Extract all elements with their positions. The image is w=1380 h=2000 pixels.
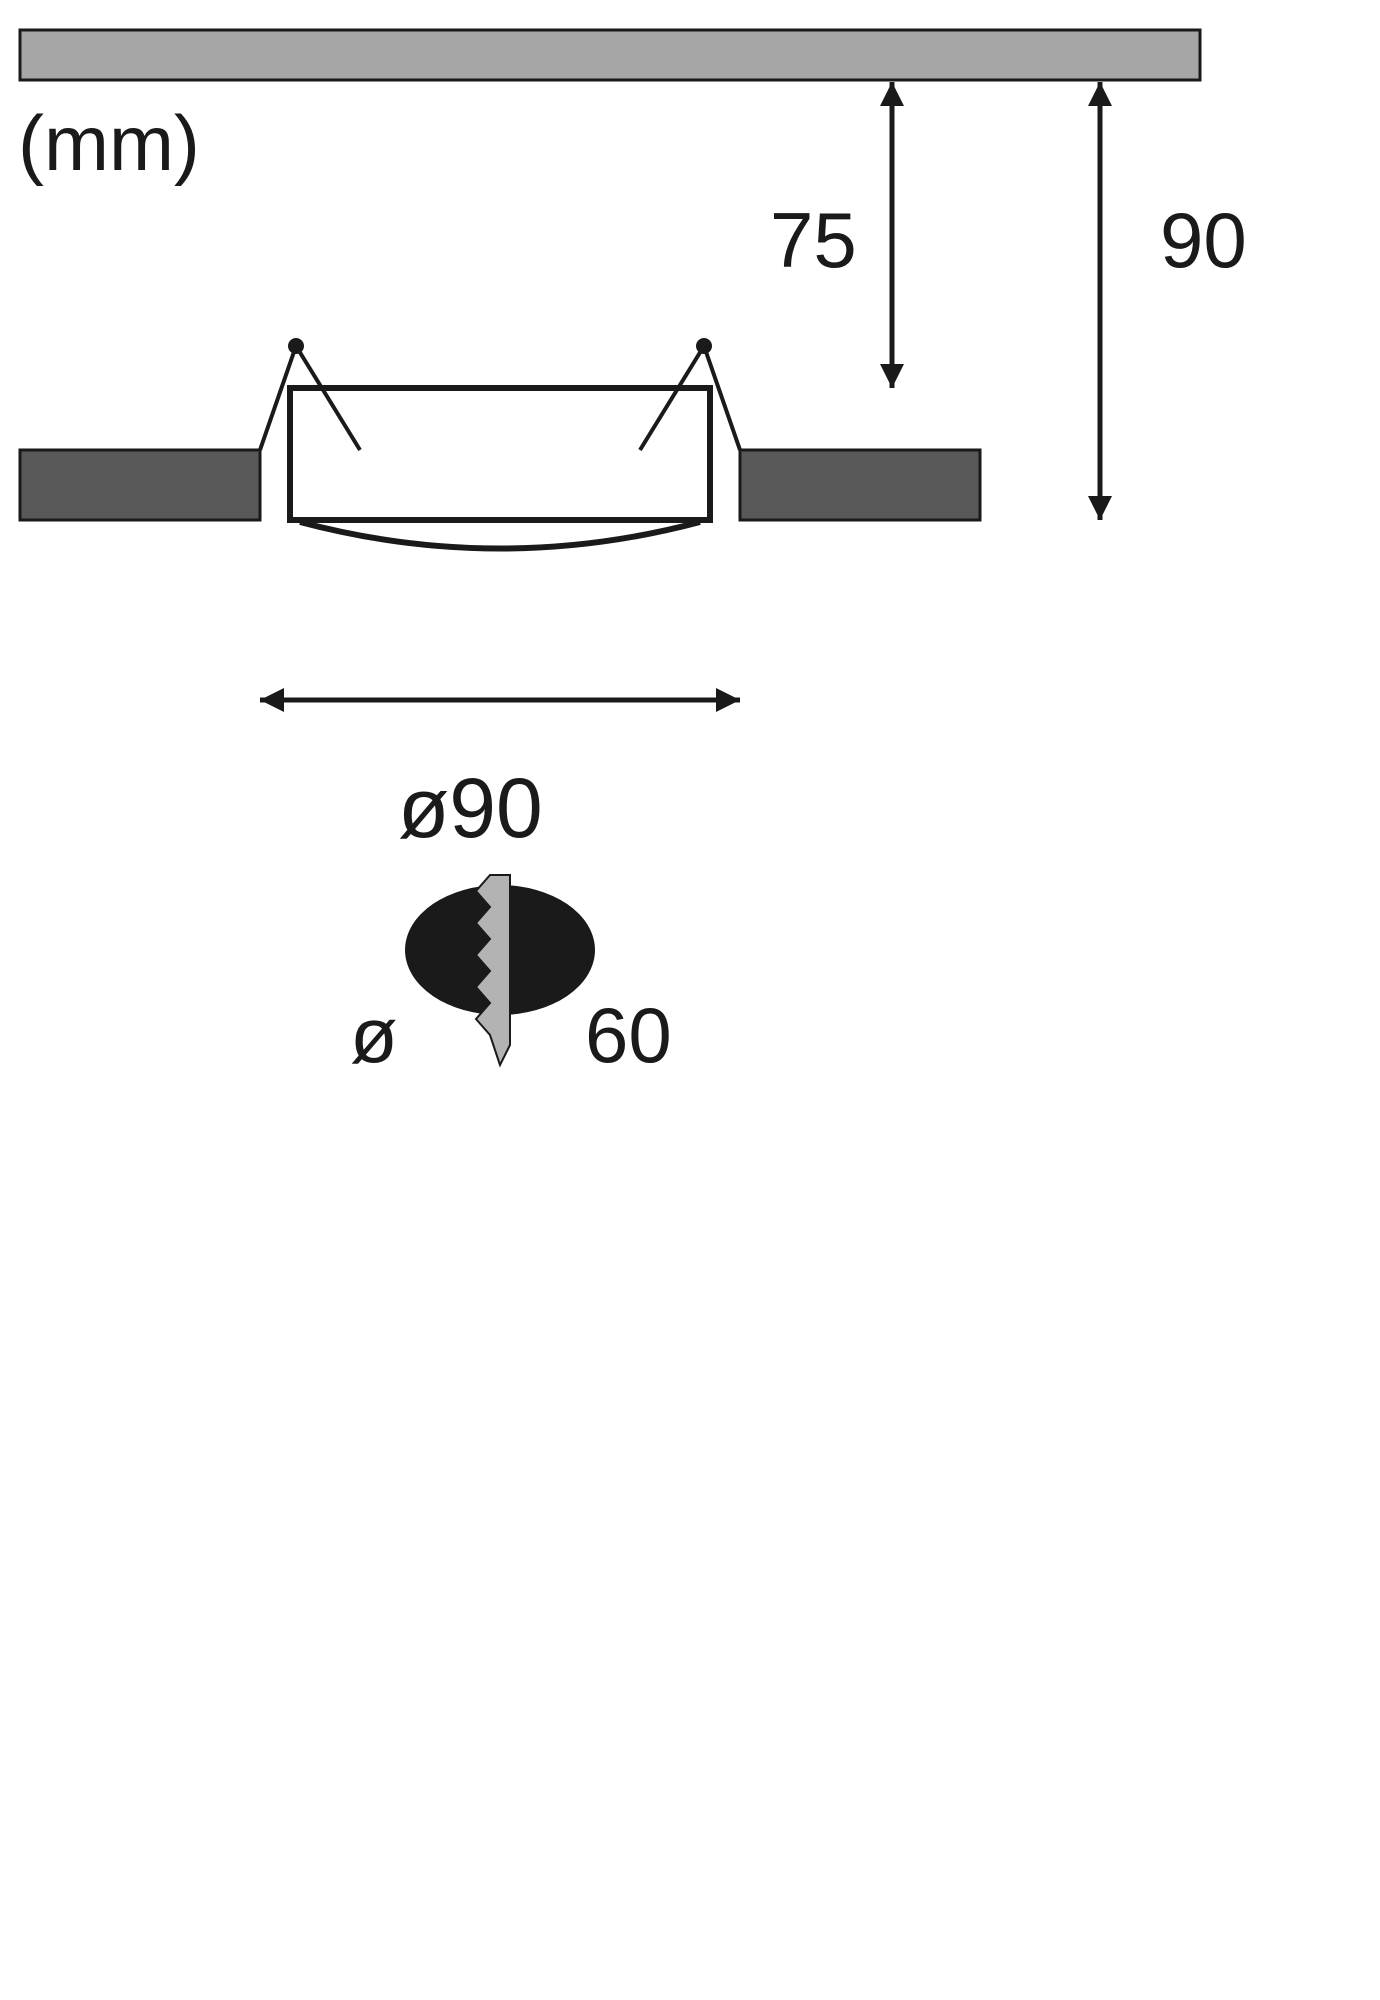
dim-total-depth: 90 <box>1160 195 1247 286</box>
unit-label: (mm) <box>18 98 200 189</box>
dim-cutout-value: 60 <box>585 990 672 1081</box>
dim-cutout-prefix: ø <box>350 990 398 1081</box>
dim-fixture-diameter: ø90 <box>398 760 543 857</box>
technical-diagram: (mm) 75 90 ø90 ø 60 <box>0 0 1380 2000</box>
diagram-svg <box>0 0 1380 2000</box>
dim-recess-depth: 75 <box>770 195 857 286</box>
